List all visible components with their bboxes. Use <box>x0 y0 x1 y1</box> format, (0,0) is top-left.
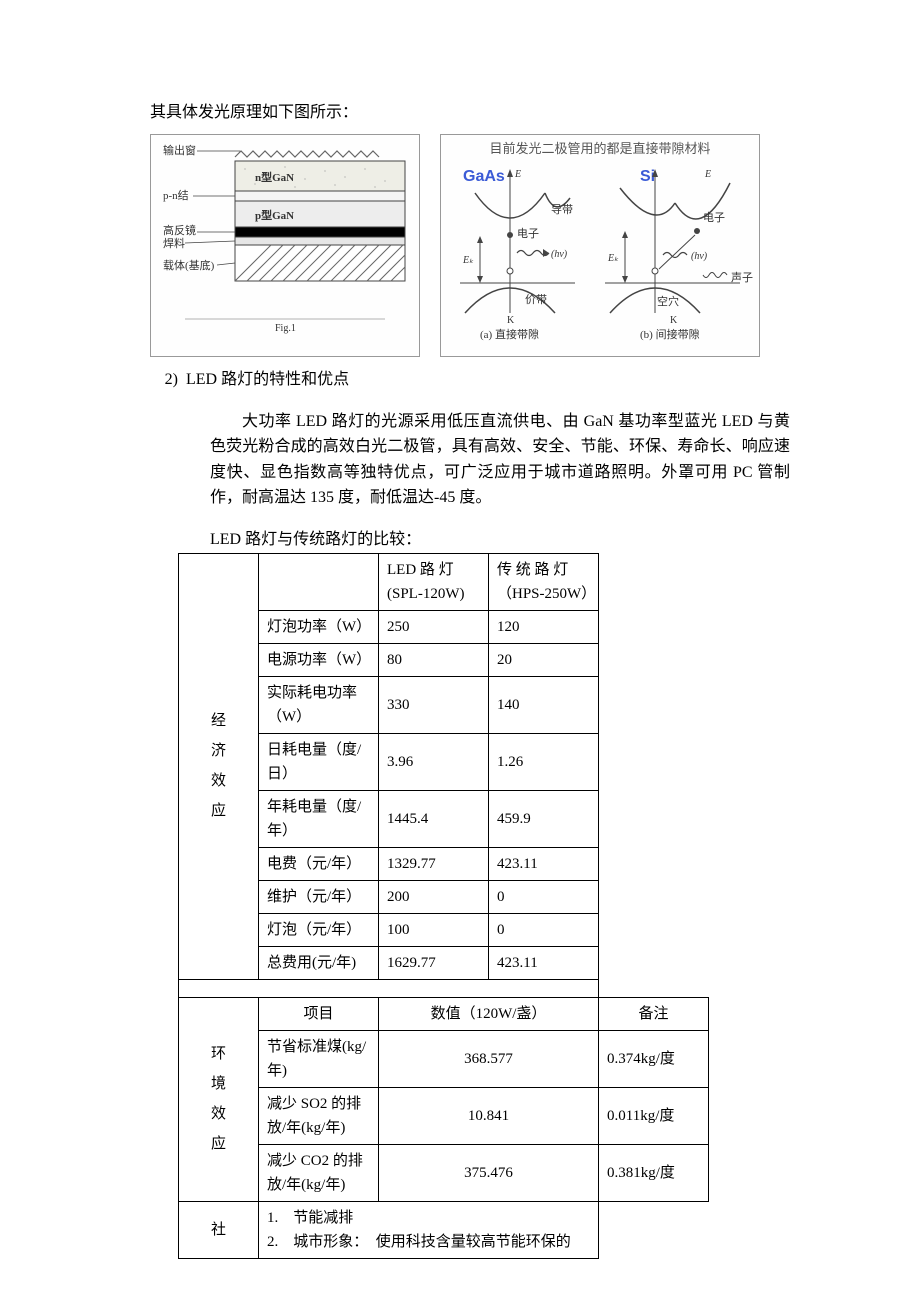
figure-bandgap: 目前发光二极管用的都是直接带隙材料 GaAs E K Eₖ <box>440 134 760 357</box>
svg-text:价带: 价带 <box>525 293 547 306</box>
table-row: 灯泡（元/年）1000 <box>179 913 709 946</box>
table-row: 维护（元/年）2000 <box>179 880 709 913</box>
lbl-pn: p-n结 <box>163 189 189 202</box>
table-row: 实际耗电功率（W）330140 <box>179 676 709 733</box>
section-2-heading: 2) LED 路灯的特性和优点 <box>150 367 790 393</box>
svg-text:空穴: 空穴 <box>657 294 679 308</box>
vlabel-economy: 经济效应 <box>179 553 259 979</box>
caption-b: (b) 间接带隙 <box>640 327 700 341</box>
gaas-label: GaAs <box>463 168 505 185</box>
lbl-ngan: n型GaN <box>255 170 294 184</box>
svg-text:K: K <box>670 315 678 326</box>
svg-text:Eₖ: Eₖ <box>462 255 474 266</box>
table-row: 年耗电量（度/年）1445.4459.9 <box>179 790 709 847</box>
fig-right-top-caption: 目前发光二极管用的都是直接带隙材料 <box>445 139 755 160</box>
lbl-pgan: p型GaN <box>255 208 294 222</box>
hdr-trad: 传 统 路 灯 （HPS-250W） <box>489 553 599 610</box>
table-row: 节省标准煤(kg/年)368.5770.374kg/度 <box>179 1030 709 1087</box>
figure-led-structure: 输出窗 n型GaN p-n结 p型GaN 高反镜 焊料 载体(基底) Fig.1 <box>150 134 420 357</box>
table-row: 总费用(元/年)1629.77423.11 <box>179 946 709 979</box>
svg-text:E: E <box>514 169 521 180</box>
lbl-substrate: 载体(基底) <box>163 258 215 272</box>
svg-text:K: K <box>507 315 515 326</box>
svg-text:电子: 电子 <box>517 227 539 240</box>
table-row: 减少 CO2 的排放/年(kg/年)375.4760.381kg/度 <box>179 1144 709 1201</box>
section-2-paragraph-block: 大功率 LED 路灯的光源采用低压直流供电、由 GaN 基功率型蓝光 LED 与… <box>210 409 790 511</box>
table-row: 日耗电量（度/日）3.961.26 <box>179 733 709 790</box>
section-2-num: 2) <box>150 367 178 393</box>
lbl-mirror: 高反镜 <box>163 223 196 237</box>
svg-text:电子: 电子 <box>703 211 725 224</box>
caption-a: (a) 直接带隙 <box>480 327 539 341</box>
spacer-row <box>179 979 709 997</box>
vlabel-environment: 环境效应 <box>179 997 259 1201</box>
hdr-empty <box>259 553 379 610</box>
social-content: 1. 节能减排 2. 城市形象： 使用科技含量较高节能环保的 <box>259 1201 599 1258</box>
vlabel-social: 社 <box>179 1201 259 1258</box>
led-structure-svg: 输出窗 n型GaN p-n结 p型GaN 高反镜 焊料 载体(基底) Fig.1 <box>155 139 415 339</box>
svg-text:(hv): (hv) <box>691 251 708 262</box>
hdr-led: LED 路 灯 (SPL-120W) <box>379 553 489 610</box>
env-header-row: 环境效应 项目 数值（120W/盏） 备注 <box>179 997 709 1030</box>
section-2-title: LED 路灯的特性和优点 <box>186 367 349 393</box>
lbl-output: 输出窗 <box>163 143 196 157</box>
bandgap-svg: GaAs E K Eₖ (hv) 电子 导带 价带 <box>445 163 755 343</box>
table-row: 灯泡功率（W）250120 <box>179 610 709 643</box>
svg-text:E: E <box>704 169 711 180</box>
table-row: 电费（元/年）1329.77423.11 <box>179 847 709 880</box>
comparison-table: 经济效应 LED 路 灯 (SPL-120W) 传 统 路 灯 （HPS-250… <box>178 553 709 1259</box>
svg-text:Eₖ: Eₖ <box>607 253 619 264</box>
fig1-caption: Fig.1 <box>275 323 296 334</box>
social-row: 社 1. 节能减排 2. 城市形象： 使用科技含量较高节能环保的 <box>179 1201 709 1258</box>
svg-text:导带: 导带 <box>551 203 573 216</box>
table-row: 电源功率（W）8020 <box>179 643 709 676</box>
intro-text: 其具体发光原理如下图所示： <box>150 100 790 126</box>
table-row: 减少 SO2 的排放/年(kg/年)10.8410.011kg/度 <box>179 1087 709 1144</box>
svg-text:(hv): (hv) <box>551 249 568 260</box>
svg-text:声子: 声子 <box>731 270 753 284</box>
figures-row: 输出窗 n型GaN p-n结 p型GaN 高反镜 焊料 载体(基底) Fig.1… <box>150 134 790 357</box>
lbl-solder: 焊料 <box>163 236 185 250</box>
section-2-paragraph: 大功率 LED 路灯的光源采用低压直流供电、由 GaN 基功率型蓝光 LED 与… <box>210 409 790 511</box>
table-header-row: 经济效应 LED 路 灯 (SPL-120W) 传 统 路 灯 （HPS-250… <box>179 553 709 610</box>
table-caption: LED 路灯与传统路灯的比较： <box>210 527 790 553</box>
